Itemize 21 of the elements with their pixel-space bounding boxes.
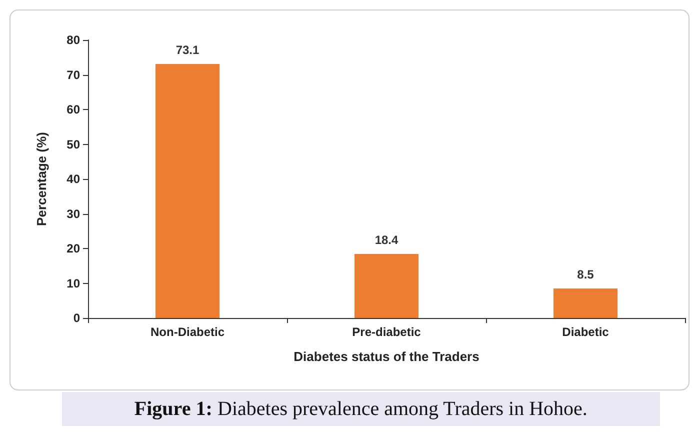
y-axis-title: Percentage (%) <box>34 132 49 226</box>
y-tick-label: 30 <box>66 206 80 221</box>
y-tick-label: 80 <box>66 33 80 47</box>
y-tick-label: 10 <box>66 276 80 290</box>
y-tick-label: 60 <box>66 102 80 116</box>
x-tick-label: Non-Diabetic <box>150 325 225 339</box>
bar <box>354 254 418 318</box>
y-tick-label: 0 <box>73 311 80 325</box>
x-tick-label: Diabetic <box>562 325 610 339</box>
caption: Figure 1: Diabetes prevalence among Traders in Hohoe. <box>134 398 588 420</box>
x-tick-label: Pre-diabetic <box>352 325 422 339</box>
y-tick-label: 40 <box>66 172 80 186</box>
y-tick-label: 50 <box>66 137 80 152</box>
bar <box>156 64 220 318</box>
data-label: 18.4 <box>374 233 398 248</box>
x-axis-title: Diabetes status of the Traders <box>294 349 480 364</box>
data-label: 73.1 <box>176 42 200 57</box>
y-tick-label: 20 <box>66 242 80 256</box>
data-label: 8.5 <box>577 267 594 282</box>
bar <box>554 288 618 318</box>
y-tick-label: 70 <box>66 68 80 82</box>
